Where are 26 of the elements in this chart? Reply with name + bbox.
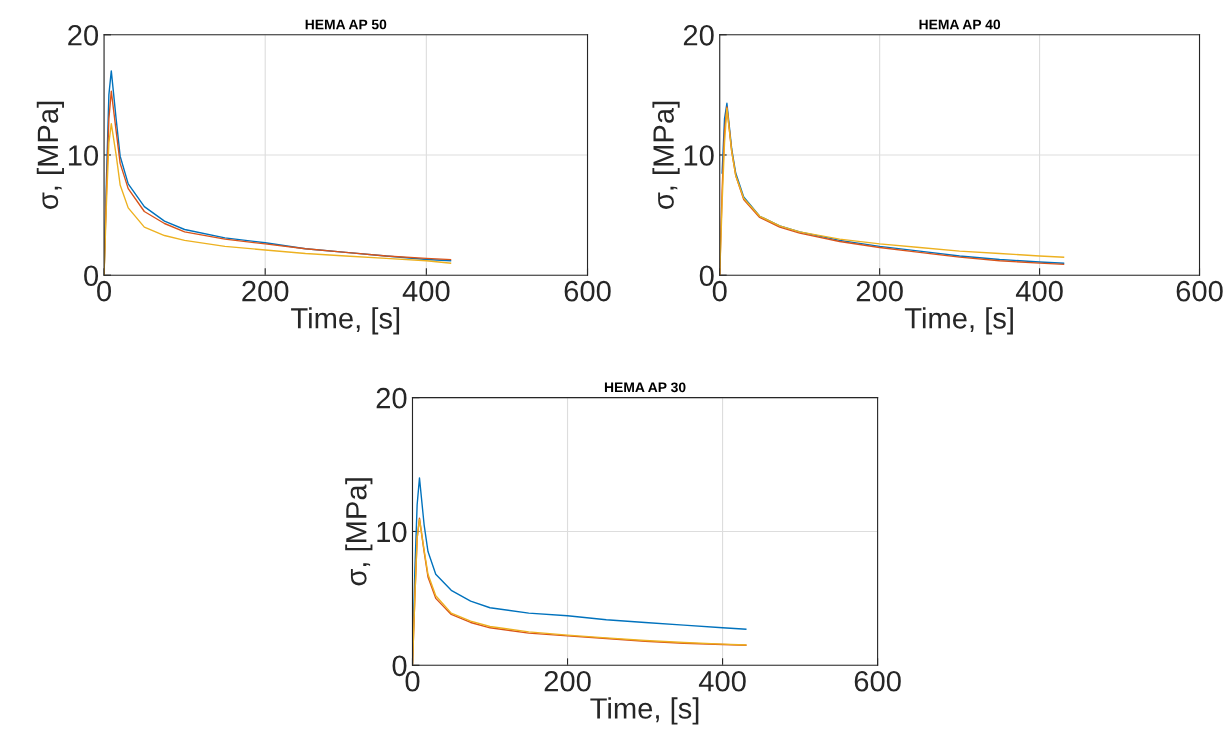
x-tick-label: 600 — [1176, 280, 1223, 302]
x-tick-label: 400 — [1015, 280, 1063, 302]
x-tick-label: 400 — [698, 670, 746, 692]
x-tick-label: 400 — [402, 280, 450, 302]
x-tick-label: 200 — [242, 280, 289, 302]
y-axis-title: σ, [MPa] — [652, 101, 680, 209]
x-tick-label: 200 — [544, 670, 591, 692]
chart-title: HEMA AP 40 — [919, 19, 1001, 30]
x-axis-title: Time, [s] — [904, 307, 1013, 335]
x-tick-label: 600 — [564, 280, 611, 302]
y-tick-label: 10 — [684, 145, 714, 166]
chart-title: HEMA AP 30 — [604, 382, 686, 393]
x-axis-title: Time, [s] — [291, 307, 400, 335]
y-tick-label: 0 — [392, 655, 407, 677]
chart-title: HEMA AP 50 — [305, 19, 387, 30]
y-tick-label: 0 — [699, 265, 714, 287]
x-axis-title: Time, [s] — [590, 697, 699, 725]
x-tick-label: 600 — [854, 670, 901, 692]
y-tick-label: 20 — [376, 387, 407, 409]
y-tick-label: 20 — [683, 24, 714, 46]
y-axis-title: σ, [MPa] — [345, 478, 373, 586]
y-tick-label: 20 — [68, 24, 99, 46]
y-axis-title: σ, [MPa] — [36, 101, 64, 209]
y-tick-label: 10 — [68, 145, 99, 166]
x-tick-label: 200 — [856, 280, 903, 302]
y-tick-label: 10 — [377, 521, 407, 543]
